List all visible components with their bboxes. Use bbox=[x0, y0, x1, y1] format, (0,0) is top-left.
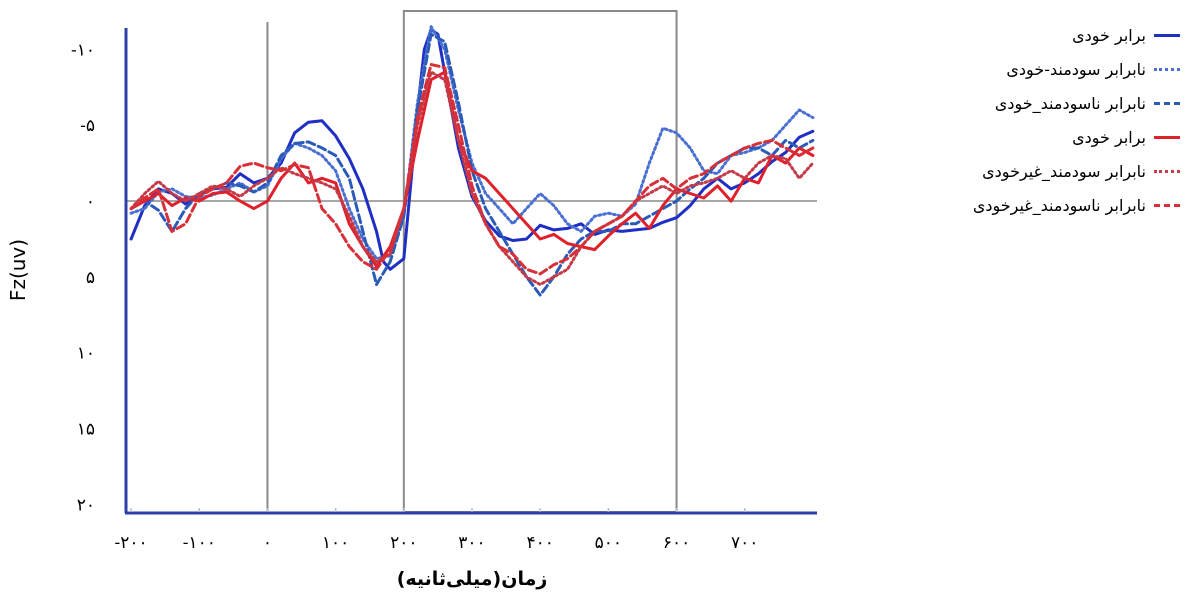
x-tick-label: ۳۰۰ bbox=[458, 533, 485, 553]
x-tick-label: ۵۰۰ bbox=[595, 533, 622, 553]
legend-item: برابر خودی bbox=[900, 18, 1180, 52]
x-tick-labels: -۲۰۰ -۱۰۰ ۰ ۱۰۰ ۲۰۰ ۳۰۰ ۴۰۰ ۵۰۰ ۶۰۰ ۷۰۰ bbox=[115, 533, 759, 553]
series-line-4 bbox=[129, 70, 815, 268]
legend-item: نابرابر سودمند-خودی bbox=[900, 52, 1180, 86]
legend-item: نابرابر ناسودمند_غیرخودی bbox=[900, 188, 1180, 222]
axes bbox=[124, 28, 817, 515]
y-tick-label: -۵ bbox=[80, 116, 95, 136]
y-tick-label: ۱۵ bbox=[77, 420, 95, 440]
legend-label: برابر خودی bbox=[1072, 25, 1146, 45]
series-line-6 bbox=[129, 63, 815, 276]
x-tick-label: ۲۰۰ bbox=[390, 533, 417, 553]
x-tick-label: -۱۰۰ bbox=[183, 533, 216, 553]
legend-item: برابر خودی bbox=[900, 120, 1180, 154]
y-tick-label: ۲۰ bbox=[77, 495, 95, 515]
legend-swatch bbox=[1154, 33, 1180, 37]
x-tick-label: ۴۰۰ bbox=[526, 533, 553, 553]
series-line-2 bbox=[129, 25, 815, 261]
y-tick-labels: -۱۰ -۵ ۰ ۵ ۱۰ ۱۵ ۲۰ bbox=[71, 40, 95, 515]
x-tick-label: ۰ bbox=[263, 533, 272, 553]
y-tick-label: ۵ bbox=[86, 268, 95, 288]
legend-label: نابرابر ناسودمند_خودی bbox=[994, 93, 1146, 113]
legend-label: برابر خودی bbox=[1072, 127, 1146, 147]
x-tick-label: ۶۰۰ bbox=[663, 533, 690, 553]
legend-label: نابرابر سودمند-خودی bbox=[1006, 59, 1146, 79]
series-lines bbox=[129, 25, 815, 297]
x-tick-label: ۱۰۰ bbox=[322, 533, 349, 553]
legend-label: نابرابر ناسودمند_غیرخودی bbox=[972, 195, 1146, 215]
legend-swatch bbox=[1154, 101, 1180, 105]
x-axis-title: زمان(میلی‌ثانیه) bbox=[397, 568, 548, 590]
legend-label: نابرابر سودمند_غیرخودی bbox=[982, 161, 1146, 181]
legend-swatch bbox=[1154, 203, 1180, 207]
reference-lines bbox=[127, 10, 817, 513]
legend-item: نابرابر ناسودمند_خودی bbox=[900, 86, 1180, 120]
legend: برابر خودی نابرابر سودمند-خودی نابرابر ناس… bbox=[900, 18, 1180, 222]
series-line-5 bbox=[129, 70, 815, 286]
x-tick-label: -۲۰۰ bbox=[115, 533, 148, 553]
y-axis-title: Fz(uv) bbox=[6, 239, 30, 301]
legend-swatch bbox=[1154, 67, 1180, 71]
legend-item: نابرابر سودمند_غیرخودی bbox=[900, 154, 1180, 188]
y-tick-label: -۱۰ bbox=[71, 40, 95, 60]
y-tick-label: ۱۰ bbox=[77, 344, 95, 364]
series-line-3 bbox=[129, 32, 815, 297]
series-line-1 bbox=[129, 28, 815, 271]
y-tick-label: ۰ bbox=[86, 192, 95, 212]
legend-swatch bbox=[1154, 169, 1180, 173]
legend-swatch bbox=[1154, 135, 1180, 139]
x-tick-label: ۷۰۰ bbox=[731, 533, 758, 553]
